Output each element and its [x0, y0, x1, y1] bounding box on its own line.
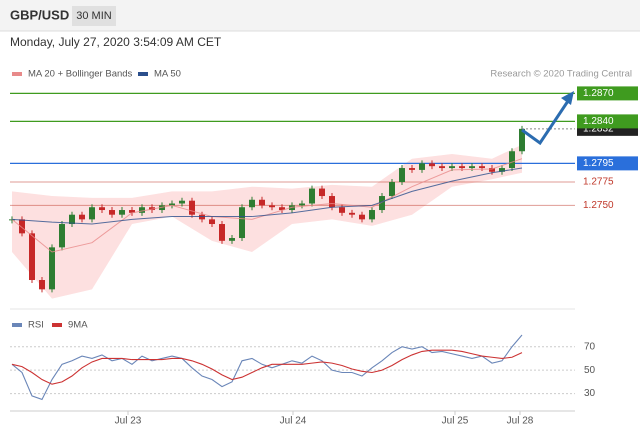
y-tick-label: 70: [584, 341, 596, 352]
candle: [189, 200, 195, 215]
candle: [389, 182, 395, 197]
candle: [209, 219, 215, 225]
candle: [59, 224, 65, 248]
candle: [469, 166, 475, 169]
x-tick-label: Jul 24: [280, 416, 307, 427]
candle: [339, 207, 345, 213]
candle: [109, 210, 115, 215]
legend-label: MA 50: [154, 69, 181, 80]
candle: [129, 210, 135, 213]
level-label: 1.2750: [583, 200, 614, 211]
candle: [79, 214, 85, 220]
y-tick-label: 30: [584, 388, 596, 399]
legend-swatch: [12, 323, 22, 327]
ma-line: [11, 158, 523, 253]
candle: [489, 168, 495, 172]
candle: [119, 210, 125, 215]
bollinger-band: [12, 144, 522, 299]
candle: [259, 199, 265, 206]
level-box: [577, 86, 638, 101]
legend-swatch: [12, 72, 22, 76]
candle: [279, 207, 285, 211]
timeframe-box[interactable]: [72, 6, 116, 26]
candle: [519, 128, 525, 152]
legend-label: 9MA: [68, 320, 88, 331]
rsi-line: [11, 349, 523, 385]
level-label: 1.2840: [583, 116, 614, 127]
x-tick-label: Jul 28: [507, 416, 534, 427]
candle: [89, 207, 95, 220]
plot: MA 20 + Bollinger Bands MA 50 1.2832 1.2870…: [9, 69, 638, 427]
candle: [179, 200, 185, 204]
candle: [299, 203, 305, 206]
candle: [329, 196, 335, 208]
ma-line: [11, 167, 523, 225]
legend-label: RSI: [28, 320, 44, 331]
candle: [139, 207, 145, 213]
candle: [479, 166, 485, 169]
candle: [39, 280, 45, 290]
candle: [409, 168, 415, 170]
level-label: 1.2870: [583, 88, 614, 99]
timeframe[interactable]: 30 MIN: [76, 10, 112, 22]
candle: [309, 188, 315, 204]
legend-swatch: [52, 323, 62, 327]
candle: [509, 151, 515, 169]
candle: [29, 233, 35, 281]
candle: [369, 210, 375, 220]
candle: [419, 163, 425, 170]
arrow-head: [561, 91, 574, 105]
candle: [249, 199, 255, 208]
legend-swatch: [138, 72, 148, 76]
candle: [319, 188, 325, 197]
candle: [379, 196, 385, 211]
x-tick-label: Jul 23: [115, 416, 142, 427]
source: Research © 2020 Trading Central: [490, 69, 632, 80]
candle: [19, 219, 25, 234]
candle: [169, 203, 175, 206]
candle: [449, 166, 455, 169]
x-tick-label: Jul 25: [442, 416, 469, 427]
candle: [399, 168, 405, 183]
projection-arrow: [521, 100, 570, 146]
level-label: 1.2775: [583, 177, 614, 188]
candle: [49, 247, 55, 290]
legend-label: MA 20 + Bollinger Bands: [28, 69, 133, 80]
candle: [239, 207, 245, 239]
date: Monday, July 27, 2020 3:54:09 AM CET: [10, 35, 222, 49]
candle: [219, 224, 225, 241]
candle: [439, 166, 445, 169]
symbol: GBP/USD: [10, 7, 69, 22]
candle: [229, 238, 235, 241]
rsi-line: [11, 334, 523, 401]
candle: [99, 207, 105, 211]
y-tick-label: 50: [584, 365, 596, 376]
level-box: [577, 156, 638, 171]
current-label: 1.2832: [583, 123, 614, 134]
candle: [69, 214, 75, 225]
level-label: 1.2795: [583, 158, 614, 169]
candle: [429, 163, 435, 167]
candle: [269, 205, 275, 208]
candle: [349, 212, 355, 215]
candle: [459, 166, 465, 169]
level-box: [577, 114, 638, 129]
candle: [499, 168, 505, 172]
candle: [359, 214, 365, 220]
